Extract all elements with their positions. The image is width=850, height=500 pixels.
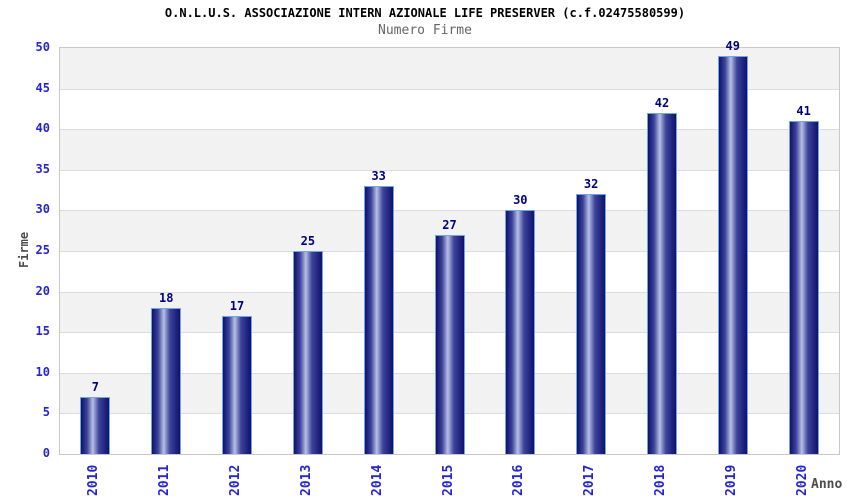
bar xyxy=(222,315,253,454)
gridline xyxy=(60,169,839,171)
x-tick-label: 2011 xyxy=(157,464,173,496)
gridline xyxy=(60,210,839,212)
x-tick-label: 2014 xyxy=(369,464,385,496)
plot-band xyxy=(60,129,839,170)
x-tick-label: 2015 xyxy=(440,464,456,496)
y-tick-label: 25 xyxy=(35,243,50,257)
y-tick-label: 15 xyxy=(35,324,50,339)
chart-title: O.N.L.U.S. ASSOCIAZIONE INTERN AZIONALE … xyxy=(164,6,686,20)
x-tick-label: 2013 xyxy=(298,464,314,496)
bar-value-label: 32 xyxy=(583,177,599,192)
bar xyxy=(151,307,182,454)
bar-value-label: 41 xyxy=(796,104,811,119)
x-tick-label: 2019 xyxy=(723,464,739,496)
bar xyxy=(505,210,536,454)
y-tick-label: 35 xyxy=(35,161,50,176)
gridline xyxy=(60,129,839,131)
y-tick-label: 20 xyxy=(35,283,50,298)
y-tick-label: 50 xyxy=(35,40,50,54)
bar xyxy=(292,251,323,454)
bar xyxy=(646,112,677,454)
x-tick-label: 2016 xyxy=(511,464,527,496)
bar xyxy=(434,234,465,454)
bar-value-label: 25 xyxy=(300,234,316,248)
bar-value-label: 33 xyxy=(371,169,386,184)
gridline xyxy=(60,88,839,90)
bar-value-label: 30 xyxy=(513,193,528,208)
bar xyxy=(576,194,607,454)
bar-value-label: 27 xyxy=(442,217,457,232)
plot-band xyxy=(60,169,839,211)
y-tick-label: 40 xyxy=(35,121,50,136)
x-tick-label: 2020 xyxy=(794,464,810,496)
x-axis-title: Anno xyxy=(811,477,843,492)
y-tick-label: 10 xyxy=(35,364,50,379)
y-tick-label: 0 xyxy=(42,446,50,460)
bar xyxy=(717,56,748,454)
plot-band xyxy=(60,48,839,89)
y-tick-label: 5 xyxy=(42,405,50,420)
x-tick-label: 2017 xyxy=(582,464,598,496)
bar-value-label: 7 xyxy=(91,380,100,395)
y-tick-label: 45 xyxy=(35,80,50,95)
plot-area: 7 18 17 25 33 27 30 32 42 49 41 xyxy=(59,39,840,455)
x-tick-label: 2018 xyxy=(652,464,668,496)
bar-value-label: 18 xyxy=(158,290,174,305)
plot-band xyxy=(60,88,839,130)
y-tick-label: 30 xyxy=(35,202,50,217)
x-tick-label: 2010 xyxy=(86,464,102,496)
bar-value-label: 49 xyxy=(725,39,740,54)
bar xyxy=(788,121,819,454)
bar xyxy=(363,186,394,454)
bar-value-label: 42 xyxy=(654,95,670,110)
chart-subtitle: Numero Firme xyxy=(378,23,472,38)
x-tick-label: 2012 xyxy=(228,464,244,496)
bar xyxy=(80,397,111,454)
bar-value-label: 17 xyxy=(229,298,245,313)
